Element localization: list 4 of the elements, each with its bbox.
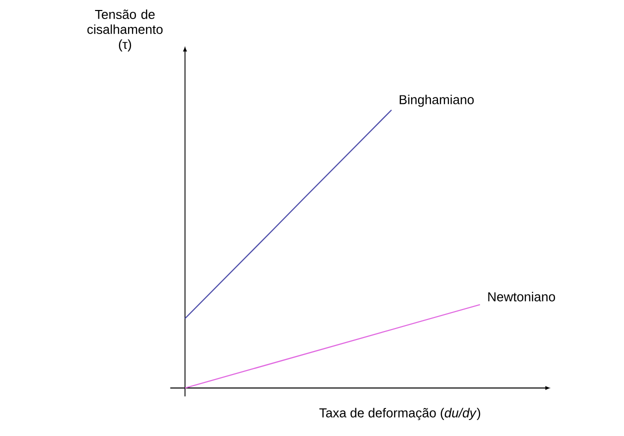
y-axis-title: Tensão de cisalhamento (τ) [87, 10, 163, 52]
x-axis-title: Taxa de deformação (du/dy) [319, 408, 480, 420]
series-label: Newtoniano [488, 292, 556, 302]
series-label: Binghamiano [400, 94, 474, 107]
